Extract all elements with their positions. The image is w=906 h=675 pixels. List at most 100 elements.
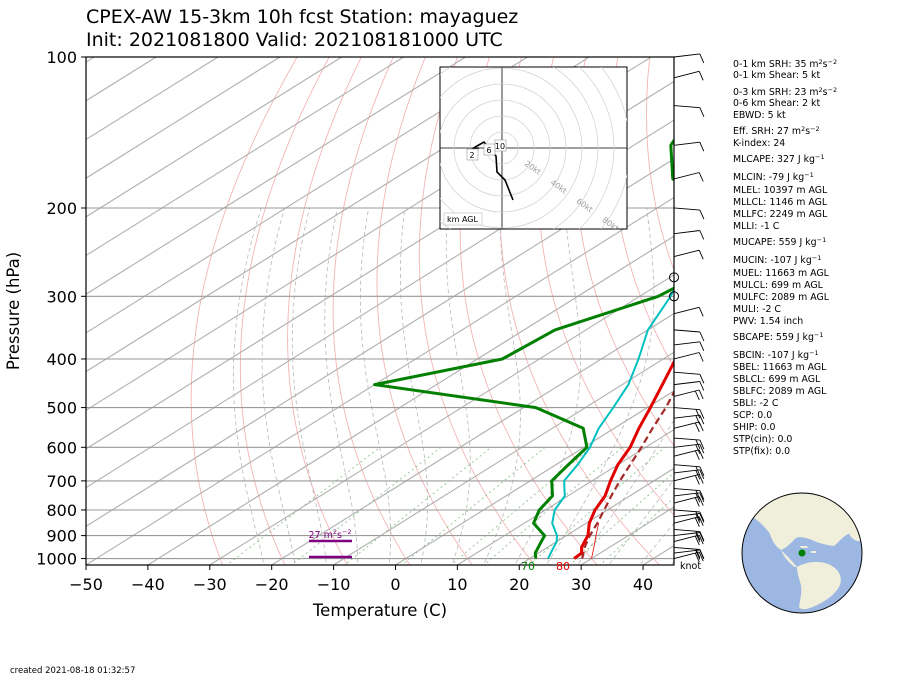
wind-barb-flag [699, 439, 705, 450]
srh-label: 27 m2s−2 [308, 528, 351, 541]
wind-barb-staff [673, 421, 700, 429]
isotherm [86, 57, 528, 334]
wind-barb-flag [699, 511, 705, 522]
isotherm [86, 57, 219, 141]
hodograph-footer-box [443, 212, 483, 226]
moist-adiabat [399, 207, 429, 565]
isotherm [86, 57, 342, 218]
wind-barb-flag [699, 230, 705, 240]
wind-barb-flag [698, 449, 704, 459]
moist-adiabat [233, 207, 265, 565]
chart-title-line2: Init: 2021081800 Valid: 2021081810‌00 UT… [86, 29, 503, 51]
wind-barb-flag [698, 307, 704, 317]
wind-barb-staff [673, 105, 700, 109]
sounding-index-row: MUCIN: -107 J kg−1 [733, 254, 822, 266]
wind-barb-flag [694, 517, 700, 527]
wind-barb-staff [673, 341, 700, 346]
wind-barb-staff [673, 529, 700, 533]
sounding-index-row: MULCL: 699 m AGL [733, 280, 823, 291]
wind-barb-flag [699, 53, 705, 64]
surface-dewpoint-label: 70 [521, 560, 535, 573]
moist-adiabat [359, 207, 392, 565]
north-america-landmass [742, 493, 860, 550]
moist-adiabat [514, 207, 581, 565]
wind-barb-flag [699, 209, 705, 220]
wind-barb-flag [695, 490, 701, 500]
dewpoint-profile-line [373, 137, 674, 559]
wind-barb-flag [699, 513, 705, 523]
wind-barb-flag [695, 532, 701, 543]
wind-barb-staff [673, 513, 700, 518]
y-tick-label: 200 [46, 199, 77, 218]
wind-barb-staff [673, 488, 700, 492]
wind-barb-flag [699, 142, 705, 152]
isotherm [271, 312, 674, 565]
x-tick-label: −50 [69, 575, 103, 594]
wind-barb-staff [673, 496, 700, 504]
x-tick-label: −40 [131, 575, 165, 594]
mixing-ratio-line [344, 446, 492, 565]
x-tick-label: −10 [317, 575, 351, 594]
hodograph-ring [469, 115, 535, 181]
dry-adiabat [842, 57, 906, 569]
wind-barb-flag [695, 513, 701, 524]
wind-barb-flag [694, 552, 700, 563]
moist-adiabat [576, 419, 674, 565]
dry-adiabat [537, 57, 674, 516]
isotherm [86, 57, 157, 102]
isotherm [395, 390, 674, 565]
srh-bar: 27 m2s−2 [308, 528, 352, 559]
wind-barb-flag [695, 444, 701, 454]
isotherm [333, 351, 674, 565]
mixing-ratio-line [401, 446, 546, 565]
y-tick-label: 600 [46, 438, 77, 457]
isotherm [147, 235, 674, 565]
wind-barb-flag [699, 549, 705, 559]
sounding-index-row: STP(cin): 0.0 [733, 434, 793, 445]
isobar-gridlines [86, 57, 674, 560]
mixing-ratio-line [450, 446, 592, 565]
dry-adiabat [810, 57, 906, 569]
dry-adiabat [574, 57, 674, 447]
dry-adiabat [239, 57, 330, 565]
sounding-index-row: 0-1 km Shear: 5 kt [733, 70, 821, 81]
x-tick-label: 20 [509, 575, 529, 594]
wind-unit-label: knot [680, 561, 701, 572]
moist-adiabat [324, 207, 359, 565]
wind-barb-flag [694, 497, 700, 507]
isotherm [86, 119, 674, 489]
hodograph-ring [440, 83, 567, 213]
wind-barb-flag [699, 444, 705, 454]
thermo-guide-lines [86, 57, 906, 569]
wind-barbs [669, 53, 705, 565]
y-tick-label: 100 [46, 48, 77, 67]
isotherm [457, 428, 674, 565]
sounding-index-row: SBEL: 11663 m AGL [733, 362, 827, 373]
mixing-ratio-line [483, 446, 623, 565]
wind-barb-flag [698, 172, 704, 182]
sounding-index-row: MULFC: 2089 m AGL [733, 292, 829, 303]
wind-barb-staff [673, 352, 700, 360]
y-tick-label: 800 [46, 501, 77, 520]
sounding-index-row: 0-1 km SRH: 35 m2s−2 [733, 58, 838, 70]
mixing-ratio-line [528, 446, 666, 565]
x-tick-label: 30 [571, 575, 591, 594]
x-tick-label: −20 [255, 575, 289, 594]
wind-barb-flag [694, 422, 700, 433]
wind-barb-flag [699, 414, 705, 425]
isotherm [86, 57, 281, 179]
wind-barb-flag [699, 490, 705, 500]
wind-barb-flag [698, 496, 704, 506]
wind-barb-staff [673, 469, 700, 474]
wind-barb-flag [695, 415, 701, 425]
location-globe [741, 492, 863, 614]
x-tick-label: −30 [193, 575, 227, 594]
mixing-ratio-line [226, 446, 381, 565]
wind-barb-staff [673, 381, 700, 386]
wind-barb-flag [695, 531, 701, 541]
wind-barb-flag [698, 71, 704, 81]
wind-barb-staff [673, 53, 700, 58]
wind-barb-staff [673, 532, 700, 537]
x-axis-label: Temperature (C) [312, 601, 447, 620]
